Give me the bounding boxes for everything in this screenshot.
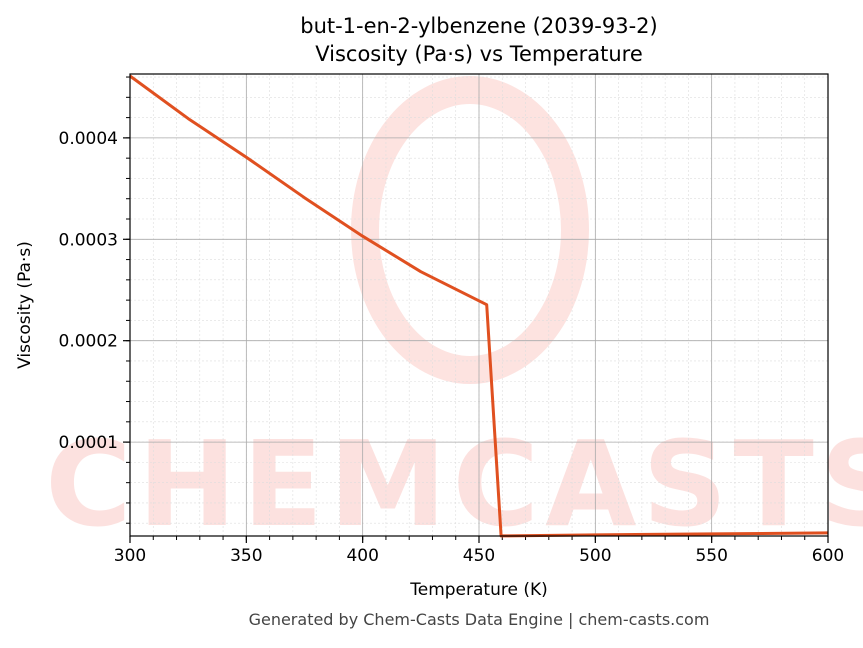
x-tick-label: 450 [463,546,495,566]
plot-frame [129,73,829,537]
x-tick-label: 400 [346,546,378,566]
y-tick-label: 0.0003 [59,230,118,250]
y-tick-label: 0.0001 [59,433,118,453]
watermark-logo: CHEMCASTS [45,76,863,553]
x-tick-label: 350 [230,546,262,566]
footer-credit: Generated by Chem-Casts Data Engine | ch… [249,610,710,629]
x-tick-label: 600 [812,546,844,566]
x-tick-label: 500 [579,546,611,566]
series-line [129,74,829,538]
y-axis-label: Viscosity (Pa·s) [15,241,35,369]
x-tick-label: 550 [695,546,727,566]
y-tick-label: 0.0004 [59,129,118,149]
chart-subtitle: Viscosity (Pa·s) vs Temperature [315,42,643,66]
chart-title: but-1-en-2-ylbenzene (2039-93-2) [300,14,658,38]
x-tick-label: 300 [114,546,146,566]
svg-text:CHEMCASTS: CHEMCASTS [45,415,863,553]
y-tick-label: 0.0002 [59,332,118,352]
x-axis-label: Temperature (K) [409,580,548,600]
